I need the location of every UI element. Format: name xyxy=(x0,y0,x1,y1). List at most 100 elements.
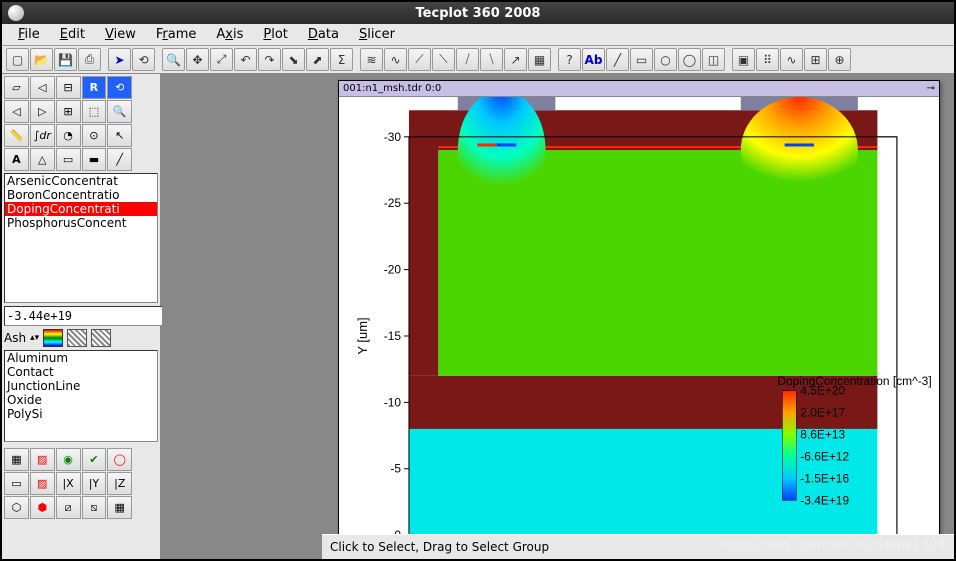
p-right-icon[interactable]: ▷ xyxy=(30,100,55,123)
rotate-icon[interactable]: ⟲ xyxy=(132,48,155,71)
variable-item[interactable]: BoronConcentratio xyxy=(5,188,157,202)
next-icon[interactable]: ↷ xyxy=(258,48,281,71)
variable-item[interactable]: DopingConcentrati xyxy=(5,202,157,216)
t-meshoff-icon[interactable]: ▨ xyxy=(30,448,55,471)
zoom-icon[interactable]: 🔍 xyxy=(162,48,185,71)
plot-frame[interactable]: 001:n1_msh.tdr 0:0 ⊸ -30-25-20-15-10-500… xyxy=(338,80,940,559)
colormap-swatch-icon[interactable] xyxy=(43,329,63,347)
p-rect-icon[interactable]: ▭ xyxy=(56,148,81,171)
t-boxoff-icon[interactable]: ▨ xyxy=(30,472,55,495)
p-line-icon[interactable]: ╱ xyxy=(107,148,132,171)
menu-frame[interactable]: Frame xyxy=(146,25,207,44)
t-z-icon[interactable]: |Z xyxy=(107,472,132,495)
t-check-icon[interactable]: ✔ xyxy=(82,448,107,471)
streamline-icon[interactable]: ∿ xyxy=(384,48,407,71)
svg-text:-25: -25 xyxy=(384,196,402,210)
line-icon[interactable]: ∿ xyxy=(780,48,803,71)
print-icon[interactable]: ⎙ xyxy=(78,48,101,71)
circ2-icon[interactable]: ◯ xyxy=(678,48,701,71)
open-icon[interactable]: 📂 xyxy=(30,48,53,71)
rect-icon[interactable]: ▭ xyxy=(630,48,653,71)
sigma-icon[interactable]: Σ xyxy=(330,48,353,71)
ab-icon[interactable]: Ab xyxy=(582,48,605,71)
scatter-icon[interactable]: ⠿ xyxy=(756,48,779,71)
p-integral-icon[interactable]: ∫dr xyxy=(30,124,55,147)
t-hex-icon[interactable]: ⬡ xyxy=(4,496,29,519)
p-rectfill-icon[interactable]: ▬ xyxy=(82,148,107,171)
prev-icon[interactable]: ↶ xyxy=(234,48,257,71)
material-item[interactable]: Contact xyxy=(5,365,157,379)
menu-slicer[interactable]: Slicer xyxy=(349,25,405,44)
materials-listbox[interactable]: AluminumContactJunctionLineOxidePolySi xyxy=(4,350,158,442)
p-reload-icon[interactable]: ⟲ xyxy=(107,76,132,99)
t-diag2-icon[interactable]: ⧅ xyxy=(82,496,107,519)
p-target-icon[interactable]: ⊙ xyxy=(82,124,107,147)
probe-icon[interactable]: ? xyxy=(558,48,581,71)
t-diag1-icon[interactable]: ⧄ xyxy=(56,496,81,519)
axis3d-icon[interactable]: ⬊ xyxy=(282,48,305,71)
p-left-icon[interactable]: ◁ xyxy=(4,100,29,123)
display-toggles: ▦ ▨ ◉ ✔ ◯ ▭ ▨ |X |Y |Z ⬡ ⬢ ⧄ ⧅ ▦ xyxy=(4,448,158,519)
t-grid-icon[interactable]: ▦ xyxy=(107,496,132,519)
fit-icon[interactable]: ⤢ xyxy=(210,48,233,71)
menu-plot[interactable]: Plot xyxy=(253,25,298,44)
menu-axis[interactable]: Axis xyxy=(206,25,253,44)
p-zoom-icon[interactable]: 🔍 xyxy=(107,100,132,123)
new-icon[interactable]: ▢ xyxy=(6,48,29,71)
pan-icon[interactable]: ✥ xyxy=(186,48,209,71)
t-ring-icon[interactable]: ◯ xyxy=(107,448,132,471)
slice1-icon[interactable]: ⟋ xyxy=(408,48,431,71)
p-select-icon[interactable]: ⬚ xyxy=(82,100,107,123)
p-ruler-icon[interactable]: 📏 xyxy=(4,124,29,147)
slice4-icon[interactable]: ⧹ xyxy=(480,48,503,71)
menu-view[interactable]: View xyxy=(95,25,146,44)
p-text-icon[interactable]: A xyxy=(4,148,29,171)
t-y-icon[interactable]: |Y xyxy=(82,472,107,495)
p-window-icon[interactable]: ⊟ xyxy=(56,76,81,99)
p-arrow-icon[interactable]: ↖ xyxy=(107,124,132,147)
p-back-icon[interactable]: ◁ xyxy=(30,76,55,99)
t-box-icon[interactable]: ▭ xyxy=(4,472,29,495)
t-apply-icon[interactable]: ◉ xyxy=(56,448,81,471)
p-gauge-icon[interactable]: ◔ xyxy=(56,124,81,147)
p-zone-icon[interactable]: ▱ xyxy=(4,76,29,99)
menu-file[interactable]: File xyxy=(8,25,50,44)
variables-listbox[interactable]: ArsenicConcentratBoronConcentratioDoping… xyxy=(4,173,158,303)
edge-icon[interactable]: ╱ xyxy=(606,48,629,71)
workspace: 001:n1_msh.tdr 0:0 ⊸ -30-25-20-15-10-500… xyxy=(162,74,954,559)
mesh-icon[interactable]: ▦ xyxy=(528,48,551,71)
save-icon[interactable]: 💾 xyxy=(54,48,77,71)
app-icon xyxy=(8,5,24,21)
axis3d2-icon[interactable]: ⬈ xyxy=(306,48,329,71)
frame-icon[interactable]: ▣ xyxy=(732,48,755,71)
globe-icon[interactable]: ⊕ xyxy=(828,48,851,71)
variable-item[interactable]: ArsenicConcentrat xyxy=(5,174,157,188)
material-item[interactable]: Aluminum xyxy=(5,351,157,365)
material-item[interactable]: PolySi xyxy=(5,407,157,421)
hatch2-icon[interactable] xyxy=(91,329,111,347)
t-mesh-icon[interactable]: ▦ xyxy=(4,448,29,471)
material-item[interactable]: JunctionLine xyxy=(5,379,157,393)
slice3-icon[interactable]: ⧸ xyxy=(456,48,479,71)
tool-palette: ▱ ◁ ⊟ R ⟲ ◁ ▷ ⊞ ⬚ 🔍 📏 ∫dr ◔ ⊙ ↖ A △ xyxy=(4,76,158,171)
frame-pin-icon[interactable]: ⊸ xyxy=(927,83,935,94)
contour-icon[interactable]: ≋ xyxy=(360,48,383,71)
t-x-icon[interactable]: |X xyxy=(56,472,81,495)
slice2-icon[interactable]: ⟍ xyxy=(432,48,455,71)
variable-item[interactable]: PhosphorusConcent xyxy=(5,216,157,230)
hatch-icon[interactable] xyxy=(67,329,87,347)
del-icon[interactable]: ◫ xyxy=(702,48,725,71)
material-item[interactable]: Oxide xyxy=(5,393,157,407)
p-redo-icon[interactable]: R xyxy=(82,76,107,99)
p-grid4-icon[interactable]: ⊞ xyxy=(56,100,81,123)
svg-text:-20: -20 xyxy=(384,263,402,277)
menu-edit[interactable]: Edit xyxy=(50,25,95,44)
t-hexoff-icon[interactable]: ⬢ xyxy=(30,496,55,519)
cursor-icon[interactable]: ➤ xyxy=(108,48,131,71)
grid-icon[interactable]: ⊞ xyxy=(804,48,827,71)
circ-icon[interactable]: ○ xyxy=(654,48,677,71)
menu-data[interactable]: Data xyxy=(298,25,349,44)
vec-icon[interactable]: ↗ xyxy=(504,48,527,71)
p-triangle-icon[interactable]: △ xyxy=(30,148,55,171)
range-min-input[interactable] xyxy=(4,306,163,326)
